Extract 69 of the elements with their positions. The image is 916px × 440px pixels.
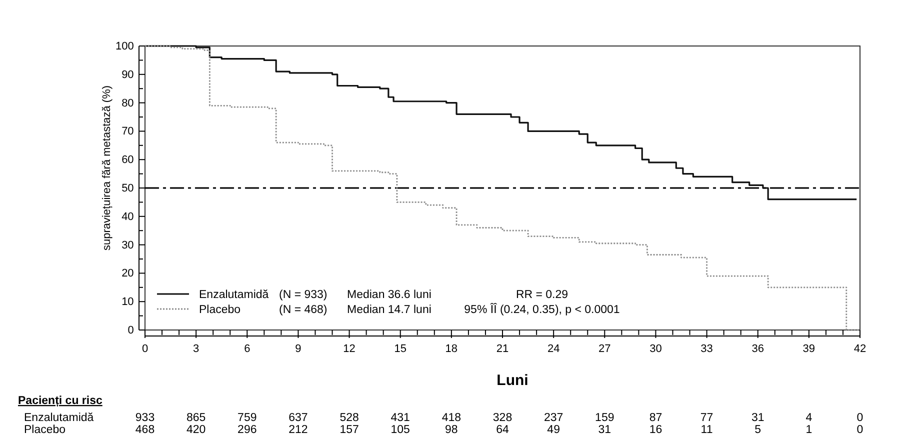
- text: 11: [700, 424, 713, 436]
- x-tick-label: 0: [142, 343, 148, 356]
- x-tick-label: 27: [598, 343, 611, 356]
- text: 468: [135, 424, 155, 436]
- text: 157: [340, 424, 359, 436]
- annotation: (N = 468): [279, 304, 328, 316]
- text: 4: [806, 412, 813, 424]
- text: 0: [856, 412, 864, 424]
- x-tick-label: 42: [854, 343, 866, 356]
- text: 420: [186, 424, 206, 436]
- text: 98: [445, 424, 458, 436]
- x-tick-label: 39: [802, 343, 816, 356]
- y-tick-label: 10: [122, 296, 134, 308]
- legend-label: Placebo: [199, 304, 241, 316]
- x-tick-label: 30: [650, 343, 662, 356]
- text: 64: [496, 424, 510, 436]
- y-tick-label: 90: [122, 68, 134, 81]
- legend-label: Enzalutamidă: [199, 289, 270, 301]
- text: 933: [135, 412, 155, 424]
- x-tick-label: 12: [343, 343, 356, 356]
- text: 431: [390, 412, 410, 424]
- y-tick-label: 30: [122, 239, 134, 252]
- annotation: RR = 0.29: [516, 289, 568, 301]
- y-tick-label: 50: [122, 182, 134, 195]
- text: Placebo: [24, 424, 66, 436]
- text: 237: [544, 412, 564, 424]
- text: 16: [649, 424, 662, 436]
- x-tick-label: 15: [394, 343, 406, 356]
- text: 637: [288, 412, 308, 424]
- y-tick-label: 60: [122, 154, 134, 166]
- x-tick-label: 3: [193, 343, 200, 356]
- text: 418: [442, 412, 462, 424]
- text: Pacienți cu risc: [18, 395, 103, 407]
- annotation: Median 14.7 luni: [347, 304, 432, 316]
- text: 1: [806, 424, 812, 436]
- x-tick-label: 6: [244, 343, 250, 356]
- annotation: 95% ÎÎ (0.24, 0.35), p < 0.0001: [464, 302, 620, 316]
- y-tick-label: 0: [128, 324, 134, 337]
- x-tick-label: 21: [496, 343, 509, 356]
- text: 31: [598, 424, 612, 436]
- text: 5: [754, 424, 762, 436]
- text: 759: [238, 412, 257, 424]
- x-tick-label: 9: [295, 343, 302, 356]
- x-tick-label: 18: [445, 343, 458, 356]
- y-axis-title: supraviețuirea fără metastază (%): [101, 85, 113, 251]
- y-tick-label: 20: [122, 268, 134, 280]
- text: 87: [649, 412, 662, 424]
- x-tick-label: 24: [547, 343, 560, 356]
- y-tick-label: 80: [122, 97, 134, 110]
- x-tick-label: 36: [752, 343, 764, 356]
- y-tick-label: 100: [115, 40, 134, 53]
- text: 0: [856, 424, 864, 436]
- text: 77: [700, 412, 714, 424]
- text: 328: [492, 412, 512, 424]
- x-tick-label: 33: [700, 343, 713, 356]
- y-tick-label: 70: [122, 126, 134, 138]
- text: 865: [186, 412, 206, 424]
- annotation: (N = 933): [279, 289, 328, 301]
- x-axis-title: Luni: [496, 372, 528, 389]
- y-tick-label: 40: [122, 210, 134, 223]
- text: 159: [595, 412, 614, 424]
- text: 528: [340, 412, 359, 424]
- text: 31: [751, 412, 764, 424]
- text: 49: [547, 424, 560, 436]
- text: 105: [390, 424, 410, 436]
- text: Enzalutamidă: [24, 412, 94, 424]
- text: 296: [238, 424, 257, 436]
- annotation: Median 36.6 luni: [347, 289, 432, 301]
- text: 212: [288, 424, 308, 436]
